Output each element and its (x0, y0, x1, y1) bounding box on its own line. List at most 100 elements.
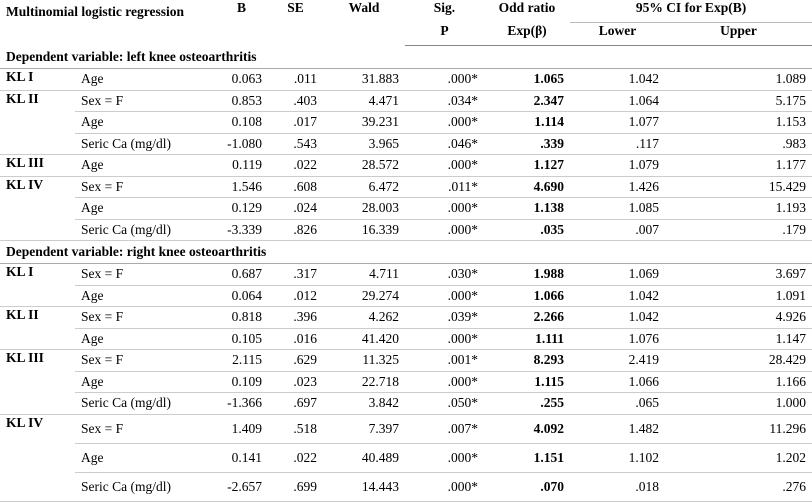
header-cell: Sig. (433, 0, 456, 15)
header-row: Multinomial logistic regression B SE Wal… (0, 0, 812, 23)
value-cell: .050* (405, 392, 484, 415)
variable: Sex = F (75, 263, 215, 286)
data-row: KL II Sex = F 0.818.396 4.262.039* 2.266 1.04… (0, 306, 812, 350)
value-cell: 0.129 (215, 197, 268, 220)
value-cell: 16.339 (323, 219, 405, 241)
value-cell: 1.076 (570, 328, 665, 350)
data-row: KL I Sex = F 0.687.317 4.711.030* 1.988 1.069… (0, 263, 812, 307)
variable: Seric Ca (mg/dl) (75, 392, 215, 415)
value-cell: 0.687 (215, 263, 268, 286)
header-cell: B (236, 0, 246, 15)
value-cell: 1.042 (570, 68, 665, 91)
data-row: Seric Ca (mg/dl) -3.339.826 16.339.000* .03… (0, 219, 812, 241)
data-row: KL II Sex = F 0.853.403 4.471.034* 2.347 1.06… (0, 90, 812, 155)
value-cell: .699 (268, 472, 323, 502)
value-cell: 28.572 (323, 154, 405, 177)
variable: Age (75, 111, 215, 134)
value-cell: .983 (665, 133, 812, 155)
data-row: Age 0.109.023 22.718.000* 1.115 1.066 1.166 (0, 371, 812, 393)
value-cell: 1.000 (665, 392, 812, 415)
value-cell: -2.657 (215, 472, 268, 502)
value-cell: .826 (268, 219, 323, 241)
value-cell: 1.042 (570, 285, 665, 307)
value-cell: .030* (405, 263, 484, 286)
value-cell: 15.429 (665, 176, 812, 198)
value-cell: 1.115 (484, 371, 570, 393)
value-cell: 1.064 (570, 90, 665, 112)
value-cell: -3.339 (215, 219, 268, 241)
value-cell: .011* (405, 176, 484, 198)
variable: Age (75, 154, 215, 177)
value-cell: 1.482 (570, 414, 665, 444)
value-cell: 1.409 (215, 414, 268, 444)
data-row: Seric Ca (mg/dl) -1.080.543 3.965.046* .339… (0, 133, 812, 155)
value-cell: 1.042 (570, 306, 665, 329)
value-cell: .022 (268, 443, 323, 473)
value-cell: 1.102 (570, 443, 665, 473)
header-cell: 95% CI for Exp(B) (570, 0, 812, 23)
variable: Sex = F (75, 414, 215, 444)
value-cell: 0.818 (215, 306, 268, 329)
value-cell: 1.077 (570, 111, 665, 134)
value-cell: 2.115 (215, 349, 268, 372)
data-row: KL I Age 0.063.011 31.883.000* 1.065 1.042 1.0… (0, 68, 812, 91)
value-cell: .007* (405, 414, 484, 444)
group-label: KL III (0, 154, 75, 177)
value-cell: .023 (268, 371, 323, 393)
value-cell: 11.325 (323, 349, 405, 372)
value-cell: 1.085 (570, 197, 665, 220)
value-cell: 4.926 (665, 306, 812, 329)
value-cell: .629 (268, 349, 323, 372)
data-row: Age 0.108.017 39.231.000* 1.114 1.077 1.153 (0, 111, 812, 134)
value-cell: 1.111 (484, 328, 570, 350)
value-cell: 22.718 (323, 371, 405, 393)
value-cell: .034* (405, 90, 484, 112)
value-cell: 1.202 (665, 443, 812, 473)
section-title: Dependent variable: right knee osteoarth… (0, 240, 812, 264)
header-cell: Multinomial logistic regression (6, 4, 184, 19)
value-cell: 4.471 (323, 90, 405, 112)
value-cell: .518 (268, 414, 323, 444)
data-row: Seric Ca (mg/dl) -2.657.699 14.443.000* .07… (0, 472, 812, 502)
value-cell: 2.419 (570, 349, 665, 372)
value-cell: 1.151 (484, 443, 570, 473)
value-cell: 0.064 (215, 285, 268, 307)
value-cell: 4.690 (484, 176, 570, 198)
value-cell: 4.262 (323, 306, 405, 329)
variable: Seric Ca (mg/dl) (75, 472, 215, 502)
value-cell: 1.193 (665, 197, 812, 220)
value-cell: -1.366 (215, 392, 268, 415)
value-cell: .039* (405, 306, 484, 329)
section-row: Dependent variable: right knee osteoarth… (0, 240, 812, 264)
group-label: KL II (0, 306, 75, 350)
header-cell: Odd ratio (498, 0, 556, 15)
header-cell: SE (287, 0, 304, 15)
value-cell: 0.063 (215, 68, 268, 91)
value-cell: 1.069 (570, 263, 665, 286)
value-cell: 1.153 (665, 111, 812, 134)
value-cell: .339 (484, 133, 570, 155)
value-cell: 0.853 (215, 90, 268, 112)
value-cell: 28.003 (323, 197, 405, 220)
value-cell: .543 (268, 133, 323, 155)
data-row: KL III Age 0.119.022 28.572.000* 1.127 1.079 1… (0, 154, 812, 177)
value-cell: .179 (665, 219, 812, 241)
variable: Sex = F (75, 90, 215, 112)
data-row: KL III Sex = F 2.115.629 11.325.001* 8.293 2.… (0, 349, 812, 415)
value-cell: .000* (405, 285, 484, 307)
value-cell: .001* (405, 349, 484, 372)
value-cell: .396 (268, 306, 323, 329)
value-cell: .000* (405, 111, 484, 134)
value-cell: 1.177 (665, 154, 812, 177)
value-cell: 1.147 (665, 328, 812, 350)
value-cell: .012 (268, 285, 323, 307)
value-cell: 1.426 (570, 176, 665, 198)
group-label: KL I (0, 68, 75, 91)
value-cell: 1.988 (484, 263, 570, 286)
value-cell: .035 (484, 219, 570, 241)
value-cell: 1.065 (484, 68, 570, 91)
value-cell: 28.429 (665, 349, 812, 372)
value-cell: .070 (484, 472, 570, 502)
